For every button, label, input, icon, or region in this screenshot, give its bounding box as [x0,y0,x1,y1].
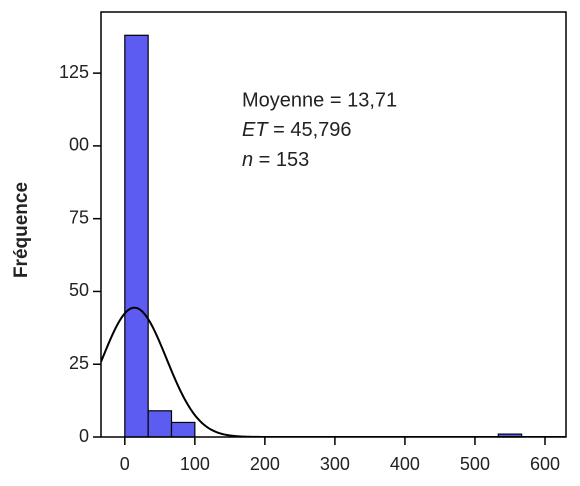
x-tick-label: 500 [460,454,490,474]
bar [124,34,149,438]
bar [147,410,173,438]
annotation-value: = 153 [253,149,309,171]
y-tick-label: 25 [69,353,89,373]
plot-frame [100,11,567,438]
y-tick-label: 75 [69,207,89,227]
annotation: n = 153 [242,149,309,171]
x-tick-label: 200 [250,454,280,474]
annotation-name: ET [242,119,269,141]
annotation-name: n [242,149,253,171]
normal-curve [101,306,566,437]
annotation: Moyenne = 13,71 [242,89,397,111]
x-tick-label: 600 [530,454,560,474]
x-tick-label: 0 [120,454,130,474]
y-tick-label: 00 [69,135,89,155]
y-axis-label: Fréquence [11,182,32,278]
y-tick-label: 0 [79,426,89,446]
bar [170,421,196,438]
x-tick-label: 300 [320,454,350,474]
annotation: ET = 45,796 [242,119,352,141]
y-tick-label: 50 [69,280,89,300]
annotation-value: = 45,796 [268,119,352,141]
y-tick-label: 125 [59,62,89,82]
x-tick-label: 100 [180,454,210,474]
x-tick-label: 400 [390,454,420,474]
